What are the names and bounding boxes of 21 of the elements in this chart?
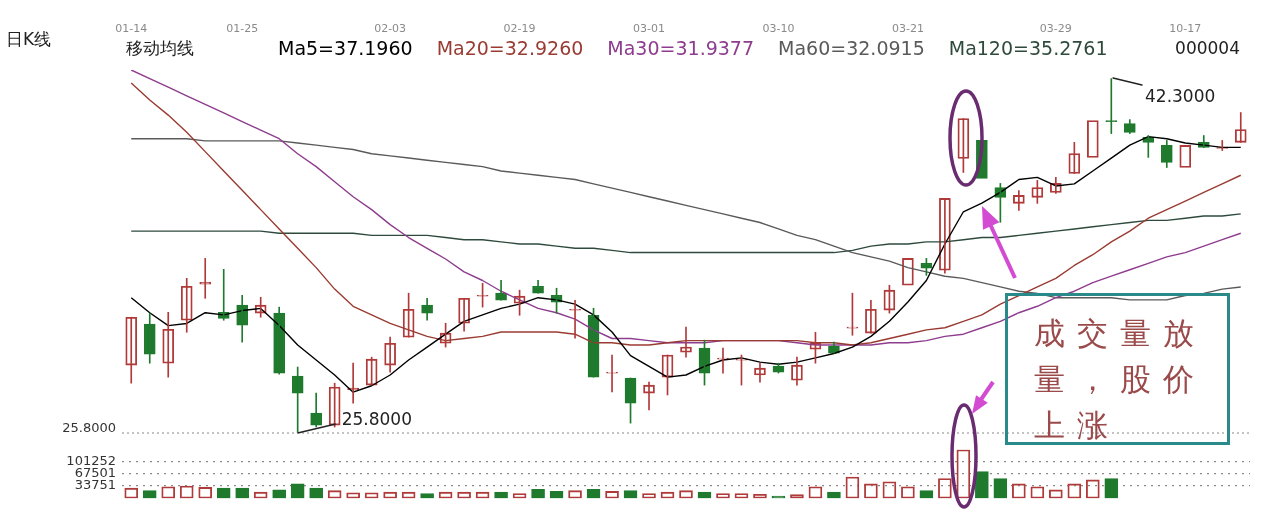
chart-subtitle: 000004 — [1175, 38, 1240, 58]
text: Ma5=37.1960 — [278, 37, 413, 60]
x-tick-label: 01-25 — [226, 22, 259, 36]
ref-line-label: 25.8000 — [62, 419, 116, 435]
annotation: 25.8000 — [341, 409, 412, 430]
legend-title: 移动均线 — [126, 37, 194, 60]
x-tick-label: 03-29 — [1039, 22, 1072, 36]
x-tick-label: 03-01 — [633, 22, 665, 36]
text: Ma120=35.2761 — [948, 37, 1108, 60]
x-tick-label: 03-10 — [762, 22, 795, 36]
x-tick-label: 02-19 — [503, 22, 536, 36]
text: Ma60=32.0915 — [778, 37, 925, 60]
chart-title: 日K线 — [6, 28, 52, 51]
annotation: 成交量放量，股价上涨 — [1008, 296, 1230, 448]
x-tick-label: 01-14 — [115, 22, 148, 36]
x-tick-label: 02-03 — [374, 22, 407, 36]
x-tick-label: 10-17 — [1169, 22, 1202, 36]
text: Ma30=31.9377 — [607, 37, 755, 60]
annotation: 42.3000 — [1145, 86, 1216, 106]
x-tick-label: 03-21 — [891, 22, 924, 36]
text: Ma20=32.9260 — [436, 37, 584, 60]
